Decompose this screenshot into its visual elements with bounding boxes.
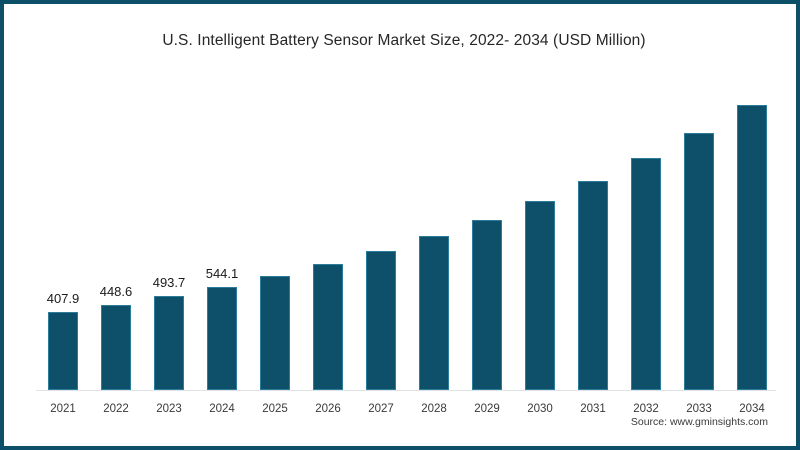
bar-2034 [737,105,767,390]
bar-2032 [631,158,661,390]
page-title: U.S. Intelligent Battery Sensor Market S… [162,32,646,49]
x-axis-line [36,390,776,391]
bar-2031 [578,181,608,390]
bar-value-label-2024: 544.1 [205,266,239,281]
x-axis-tick-2027: 2027 [368,403,394,415]
bar-value-label-2022: 448.6 [99,284,133,299]
bar-2029 [472,220,502,390]
bar-2027 [366,251,396,390]
x-axis-tick-2026: 2026 [315,403,341,415]
bar-2023 [154,296,184,390]
x-axis-tick-2031: 2031 [580,403,606,415]
x-axis-tick-2024: 2024 [209,403,235,415]
x-axis-tick-2032: 2032 [633,403,659,415]
x-axis-tick-2022: 2022 [103,403,129,415]
bar-value-label-2023: 493.7 [152,275,186,290]
x-axis-tick-2029: 2029 [474,403,500,415]
bar-2033 [684,133,714,390]
bar-2021 [48,312,78,390]
bar-2022 [101,305,131,390]
bar-2026 [313,264,343,390]
x-axis-tick-2030: 2030 [527,403,553,415]
bar-2030 [525,201,555,390]
bar-2024 [207,287,237,390]
bar-2028 [419,236,449,390]
x-axis-tick-2021: 2021 [50,403,76,415]
x-axis-tick-2025: 2025 [262,403,288,415]
x-axis-tick-2033: 2033 [686,403,712,415]
x-axis-tick-2023: 2023 [156,403,182,415]
bar-value-label-2021: 407.9 [46,291,80,306]
x-axis-tick-2034: 2034 [739,403,765,415]
bar-chart-plot-area: 407.9 2021 448.6 2022 493.7 2023 544.1 2024 2025… [4,4,796,446]
source-attribution: Source: www.gminsights.com [630,416,768,428]
bar-2025 [260,276,290,390]
x-axis-tick-2028: 2028 [421,403,447,415]
